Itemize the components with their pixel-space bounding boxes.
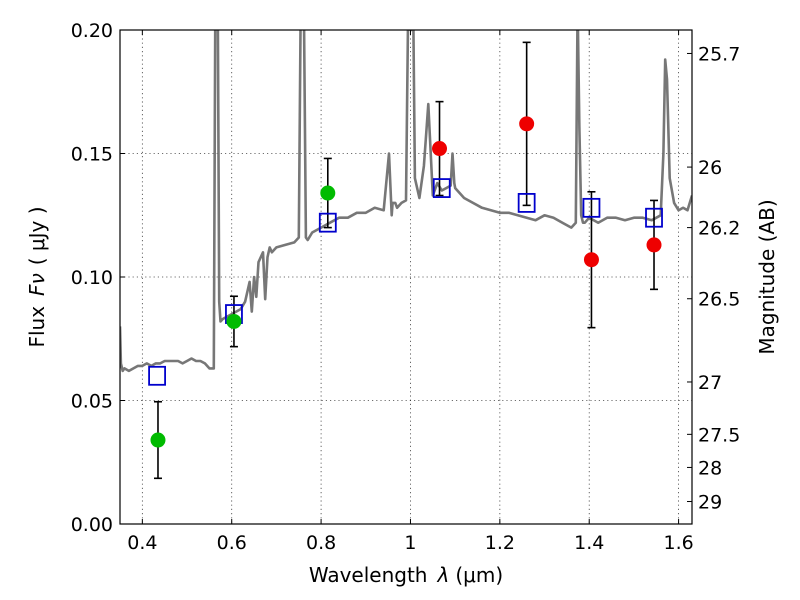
photometry-point — [226, 313, 242, 329]
y-tick-label: 0.10 — [71, 267, 113, 289]
x-tick-label: 1 — [404, 532, 416, 554]
photometry-point — [150, 432, 166, 448]
x-axis-label-text: Wavelength — [309, 563, 428, 587]
right-tick-label: 27 — [698, 372, 722, 394]
x-tick-label: 0.4 — [127, 532, 157, 554]
x-axis-label-symbol: λ — [437, 563, 450, 587]
x-axis-label: Wavelength λ (μm) — [309, 563, 503, 587]
photometry-point — [583, 252, 599, 268]
y-axis-label: Flux Fν ( μJy ) — [25, 206, 49, 347]
x-tick-label: 0.8 — [306, 532, 336, 554]
photometry-point — [519, 116, 535, 132]
y-tick-label: 0.00 — [71, 514, 113, 536]
y-tick-label: 0.05 — [71, 391, 113, 413]
spectrum-layer — [120, 30, 692, 373]
model-photometry-square — [148, 365, 166, 386]
x-axis-label-unit: (μm) — [455, 563, 503, 587]
model-photometry-square — [432, 178, 451, 198]
model-photometry-square — [517, 192, 536, 213]
x-tick-label: 0.6 — [217, 532, 247, 554]
right-tick-label: 28 — [698, 457, 722, 479]
x-tick-label: 1.4 — [574, 532, 604, 554]
right-tick-label: 26.2 — [698, 218, 740, 240]
model-photometry-square — [318, 212, 337, 233]
right-axis-label: Magnitude (AB) — [755, 199, 779, 354]
photometry-point — [646, 237, 662, 253]
x-tick-label: 1.6 — [663, 532, 693, 554]
y-tick-label: 0.20 — [71, 20, 113, 42]
right-tick-label: 25.7 — [698, 43, 740, 65]
y-axis-label-unit: ( μJy ) — [25, 206, 49, 265]
photometry-point — [432, 141, 448, 157]
right-tick-label: 27.5 — [698, 424, 740, 446]
spectrum-line — [120, 30, 692, 373]
right-tick-label: 26 — [698, 157, 722, 179]
y-axis-label-symbol: Fν — [25, 273, 49, 296]
right-tick-label: 26.5 — [698, 289, 740, 311]
y-axis-label-text: Flux — [25, 306, 49, 348]
model-photometry-square — [582, 197, 601, 218]
marker-layer — [148, 116, 663, 448]
photometry-point — [320, 185, 336, 201]
model-photometry-square — [645, 207, 663, 228]
right-tick-label: 29 — [698, 492, 722, 514]
y-tick-label: 0.15 — [71, 144, 113, 166]
axis-ticks: 0.4 0.6 0.8 1 1.2 1.4 1.6 0.00 0.05 0.10 0.15 0.20 2… — [71, 20, 741, 554]
x-tick-label: 1.2 — [485, 532, 515, 554]
